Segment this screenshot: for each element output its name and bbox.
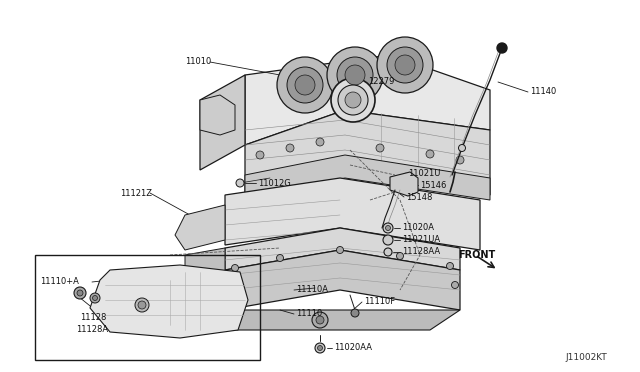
Circle shape [316,138,324,146]
Text: 11021UA: 11021UA [402,235,440,244]
Circle shape [315,343,325,353]
Circle shape [74,287,86,299]
Text: 11110F: 11110F [364,298,395,307]
Polygon shape [225,250,460,310]
Polygon shape [225,178,480,250]
Circle shape [327,47,383,103]
Circle shape [316,316,324,324]
Text: 11140: 11140 [530,87,556,96]
Circle shape [376,144,384,152]
Polygon shape [90,265,248,338]
Circle shape [277,57,333,113]
Circle shape [383,223,393,233]
Polygon shape [175,205,225,250]
Circle shape [377,37,433,93]
Circle shape [345,92,361,108]
Circle shape [295,75,315,95]
Text: 11010: 11010 [185,58,211,67]
Text: 11021U: 11021U [408,169,440,177]
Circle shape [387,47,423,83]
Circle shape [286,144,294,152]
Circle shape [497,43,507,53]
Circle shape [385,225,390,231]
Circle shape [451,282,458,289]
Circle shape [135,298,149,312]
Circle shape [232,264,239,272]
Circle shape [384,248,392,256]
Circle shape [77,290,83,296]
Bar [35,255,260,360]
Circle shape [338,85,368,115]
Text: 11110+A: 11110+A [40,278,79,286]
Polygon shape [185,248,225,315]
Polygon shape [245,155,490,200]
Text: J11002KT: J11002KT [565,353,607,362]
Circle shape [395,55,415,75]
Circle shape [287,67,323,103]
Polygon shape [225,228,460,270]
Text: 12279: 12279 [368,77,394,87]
Circle shape [337,57,373,93]
Text: 11128: 11128 [80,314,106,323]
Text: 15146: 15146 [420,180,446,189]
Polygon shape [200,75,245,170]
Circle shape [426,150,434,158]
Text: 11121Z: 11121Z [120,189,152,198]
Polygon shape [245,55,490,145]
Circle shape [256,151,264,159]
Text: 11020AA: 11020AA [334,343,372,353]
Text: FRONT: FRONT [458,250,495,260]
Circle shape [383,235,393,245]
Circle shape [345,65,365,85]
Text: 11012G: 11012G [258,179,291,187]
Circle shape [456,156,464,164]
Text: 11128A: 11128A [76,326,108,334]
Polygon shape [245,110,490,210]
Circle shape [138,301,146,309]
Circle shape [312,312,328,328]
Circle shape [93,295,97,301]
Circle shape [337,247,344,253]
Circle shape [458,144,465,151]
Circle shape [331,78,375,122]
Text: 11110: 11110 [296,310,323,318]
Circle shape [447,263,454,269]
Circle shape [317,346,323,350]
Polygon shape [185,310,460,330]
Circle shape [351,309,359,317]
Text: 11020A: 11020A [402,224,434,232]
Text: 15148: 15148 [406,192,433,202]
Polygon shape [200,95,235,135]
Circle shape [397,253,403,260]
Text: 11110A: 11110A [296,285,328,295]
Circle shape [276,254,284,262]
Circle shape [90,293,100,303]
Text: 11128AA: 11128AA [402,247,440,257]
Polygon shape [390,172,418,196]
Circle shape [236,179,244,187]
